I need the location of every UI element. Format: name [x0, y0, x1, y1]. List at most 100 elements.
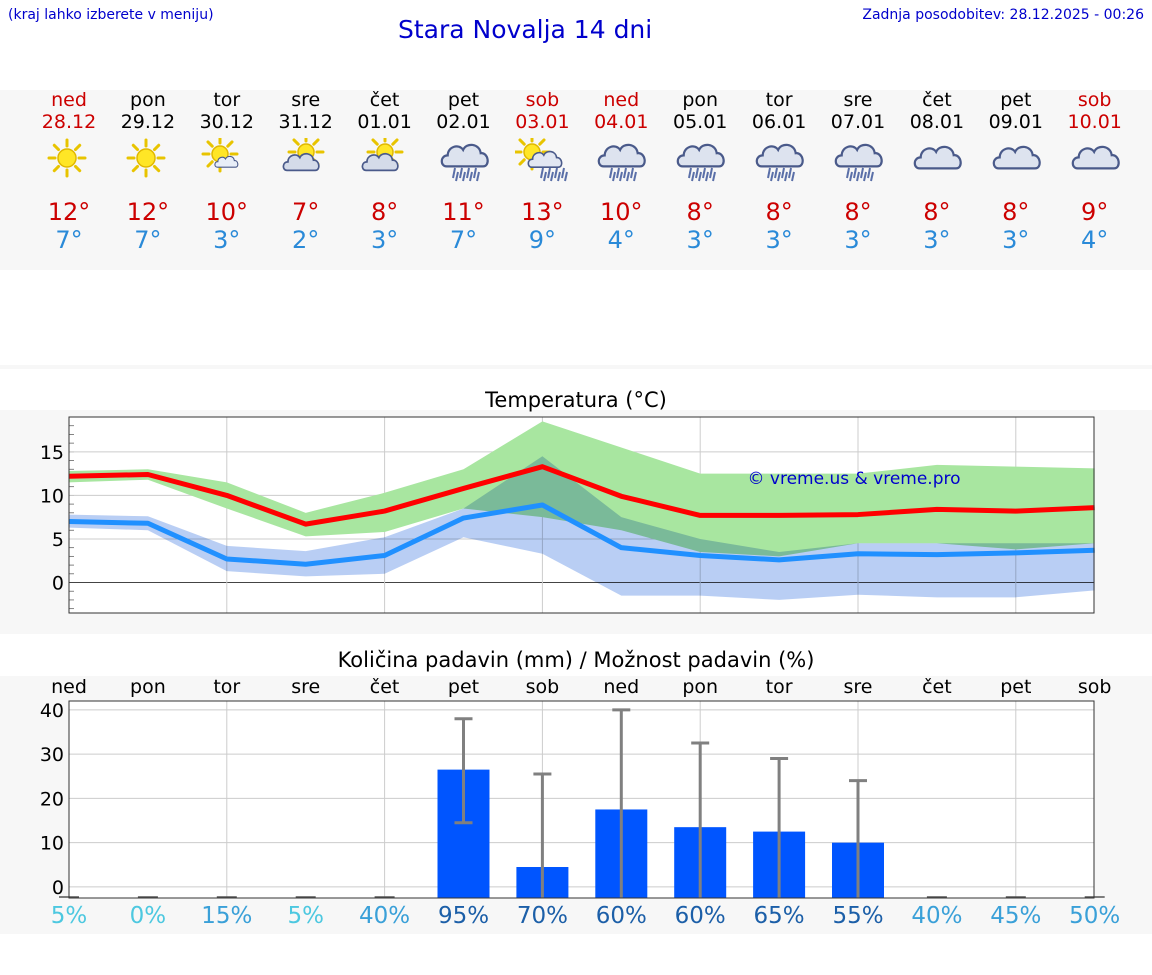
x-category-label: čet [922, 676, 952, 698]
rain-drop [633, 171, 638, 182]
day-name: sob [525, 89, 560, 111]
forecast-day: ned 04.01 [581, 89, 661, 133]
precipitation-chance: 95% [437, 903, 490, 929]
min-temperature: 3° [686, 226, 714, 254]
day-date: 02.01 [436, 111, 491, 133]
precipitation-chart-title: Količina padavin (mm) / Možnost padavin … [337, 648, 815, 672]
day-date: 10.01 [1067, 111, 1122, 133]
plot-frame [68, 416, 1095, 614]
day-name: ned [603, 89, 640, 111]
x-category-label: sob [1078, 676, 1112, 698]
rain-drop [791, 171, 796, 182]
forecast-day: čet 08.01 [897, 89, 977, 133]
rain-drop [564, 171, 569, 182]
day-date: 04.01 [594, 111, 649, 133]
rain-drop [630, 167, 635, 179]
cloud-shape [527, 150, 563, 169]
max-temperature: 8° [370, 198, 399, 226]
sun-ray [131, 164, 139, 173]
x-category-label: tor [213, 676, 240, 698]
weather-icon-graphic [597, 143, 647, 182]
forecast-day: sob 03.01 [502, 89, 582, 133]
cloud-shape [361, 152, 399, 172]
precipitation-chance: 40% [911, 903, 963, 929]
sun-ray [311, 138, 320, 146]
rain-drop [863, 171, 867, 182]
y-tick-label: 5 [52, 529, 64, 551]
rain-cloud-icon [437, 138, 493, 198]
sun-ray [152, 164, 161, 173]
max-temperature: 8° [686, 198, 714, 226]
day-date: 31.12 [278, 111, 333, 133]
rain-drop [561, 167, 566, 179]
cloud-outline [992, 145, 1041, 170]
day-name: pon [130, 89, 166, 111]
rain-drop [784, 171, 789, 182]
max-temperature: 7° [292, 198, 320, 226]
weather-icon-graphic [913, 145, 962, 170]
weather-icon-graphic [755, 143, 804, 182]
min-temperature: 3° [1002, 226, 1030, 254]
rain-drop [626, 171, 631, 182]
max-temperature: 12° [47, 198, 91, 226]
cloud-outline [755, 143, 804, 168]
sunny-icon [42, 138, 98, 198]
day-name: čet [369, 89, 400, 111]
weather-icon-graphic [126, 138, 166, 178]
day-name: tor [213, 89, 241, 111]
rain-drop [475, 171, 480, 182]
rain-drop [691, 171, 696, 182]
rain-drop [609, 167, 614, 179]
forecast-band [0, 90, 1152, 270]
rain-drop [781, 167, 786, 179]
y-tick-label: 10 [40, 485, 64, 507]
rain-drop [543, 171, 548, 182]
min-temperature: 7° [134, 226, 162, 254]
weather-icon-graphic [361, 133, 404, 172]
precipitation-chance: 5% [50, 903, 88, 929]
day-name: sre [843, 89, 873, 111]
weather-icon-graphic [440, 143, 489, 182]
precipitation-chance: 60% [595, 903, 647, 929]
forecast-day: tor 30.12 [187, 89, 267, 133]
rain-cloud-icon [673, 138, 729, 198]
rain-drop [458, 167, 463, 179]
forecast-day: sre 31.12 [266, 89, 346, 133]
rain-drop [619, 171, 624, 182]
rain-drops [451, 167, 480, 182]
sun-ray [292, 138, 300, 146]
sun-ray [52, 143, 61, 152]
precipitation-chance: 70% [516, 903, 568, 929]
day-name: sob [1077, 89, 1112, 111]
day-date: 03.01 [515, 111, 570, 133]
cloud-shape [834, 143, 883, 168]
precipitation-chance: 40% [359, 903, 411, 929]
rain-drop [770, 171, 775, 182]
x-category-label: sre [844, 676, 873, 698]
day-name: ned [51, 89, 87, 111]
day-date: 01.01 [357, 111, 412, 133]
x-category-label: pon [682, 676, 718, 698]
rain-drop [702, 167, 707, 179]
day-date: 09.01 [988, 111, 1043, 133]
rain-drops [688, 167, 717, 182]
y-tick-label: 40 [40, 700, 64, 722]
forecast-day: pon 29.12 [108, 89, 188, 133]
forecast-day: ned 28.12 [29, 89, 109, 133]
rain-drop [612, 171, 617, 182]
x-category-label: sre [291, 676, 320, 698]
rain-drop [540, 167, 545, 179]
forecast-day: pet 09.01 [976, 89, 1056, 133]
weather-icon-graphic [513, 133, 569, 182]
max-temperature: 10° [600, 198, 643, 226]
sun-ray [206, 160, 214, 168]
min-temperature: 3° [213, 226, 241, 254]
y-tick-label: 0 [52, 877, 64, 899]
max-temperature: 11° [442, 198, 485, 226]
sun-ray [73, 143, 82, 152]
rain-drop [557, 171, 562, 182]
rain-drop [777, 171, 782, 182]
sun-ray [371, 138, 379, 146]
sun-disc [57, 148, 77, 168]
rain-drop [468, 171, 473, 182]
